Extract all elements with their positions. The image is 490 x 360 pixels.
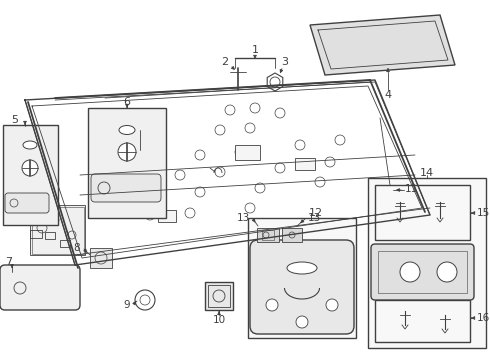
Bar [262, 230, 274, 240]
FancyBboxPatch shape [371, 244, 474, 300]
Circle shape [296, 316, 308, 328]
Bar [30, 230, 42, 238]
Polygon shape [310, 15, 455, 75]
Text: 13: 13 [237, 213, 250, 223]
Text: 9: 9 [123, 300, 130, 310]
Text: 14: 14 [420, 168, 434, 178]
Text: 13: 13 [308, 213, 321, 223]
Bar [375, 300, 470, 342]
Bar [375, 185, 470, 240]
Bar [30, 205, 85, 255]
Bar [248, 218, 356, 338]
FancyBboxPatch shape [5, 193, 49, 213]
Text: 12: 12 [309, 208, 323, 218]
Bar [208, 285, 230, 307]
Ellipse shape [119, 126, 135, 135]
Circle shape [266, 299, 278, 311]
Text: 7: 7 [5, 257, 12, 267]
Text: 16: 16 [477, 313, 490, 323]
Text: 11: 11 [405, 184, 418, 194]
Bar [378, 251, 467, 293]
Circle shape [118, 143, 136, 161]
Text: 2: 2 [221, 57, 228, 67]
Bar [368, 178, 486, 348]
Text: 10: 10 [213, 315, 225, 325]
Bar [295, 158, 315, 170]
Text: 1: 1 [251, 45, 259, 55]
Ellipse shape [23, 141, 37, 149]
Bar [257, 228, 279, 242]
Circle shape [326, 299, 338, 311]
Circle shape [22, 160, 38, 176]
Bar [90, 248, 112, 268]
Text: 15: 15 [477, 208, 490, 218]
Bar [45, 232, 55, 239]
FancyBboxPatch shape [250, 240, 354, 334]
Bar [88, 108, 166, 218]
Text: 4: 4 [385, 90, 392, 100]
FancyBboxPatch shape [373, 180, 395, 200]
Ellipse shape [287, 262, 317, 274]
FancyBboxPatch shape [91, 174, 161, 202]
Bar [282, 228, 302, 242]
Bar [32, 207, 84, 254]
Bar [60, 240, 70, 247]
Circle shape [437, 262, 457, 282]
FancyBboxPatch shape [0, 265, 80, 310]
Text: 3: 3 [281, 57, 289, 67]
Bar [235, 145, 260, 160]
Circle shape [400, 262, 420, 282]
Text: 8: 8 [74, 243, 80, 253]
Bar [3, 125, 58, 225]
Text: 5: 5 [11, 115, 19, 125]
Bar [205, 282, 233, 310]
Text: 6: 6 [123, 97, 130, 107]
Bar [158, 210, 176, 222]
